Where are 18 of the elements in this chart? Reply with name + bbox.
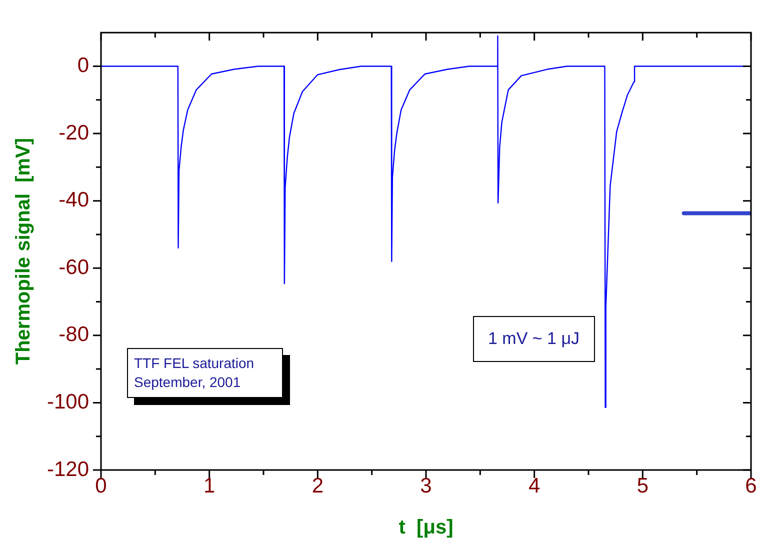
annotation: 1 mV ~ 1 μJ — [473, 316, 595, 362]
x-tick-label: 5 — [636, 474, 649, 498]
x-tick-label: 6 — [745, 474, 757, 498]
y-tick-label: -60 — [58, 256, 89, 279]
x-axis-title: t [μs] — [398, 516, 454, 539]
y-tick-label: -40 — [58, 188, 89, 212]
annotation: TTF FEL saturation September, 2001 — [127, 348, 283, 398]
y-tick-label: -120 — [46, 458, 89, 481]
x-tick-label: 0 — [95, 474, 107, 498]
y-tick-label: -100 — [46, 390, 89, 414]
y-tick-label: -80 — [58, 323, 89, 346]
y-tick-label: 0 — [77, 54, 89, 78]
y-axis-title: Thermopile signal [mV] — [12, 138, 35, 365]
x-tick-label: 3 — [420, 474, 432, 498]
y-tick-label: -20 — [58, 121, 89, 144]
x-tick-label: 1 — [203, 474, 216, 498]
x-tick-label: 2 — [312, 474, 324, 498]
x-tick-label: 4 — [528, 474, 540, 498]
